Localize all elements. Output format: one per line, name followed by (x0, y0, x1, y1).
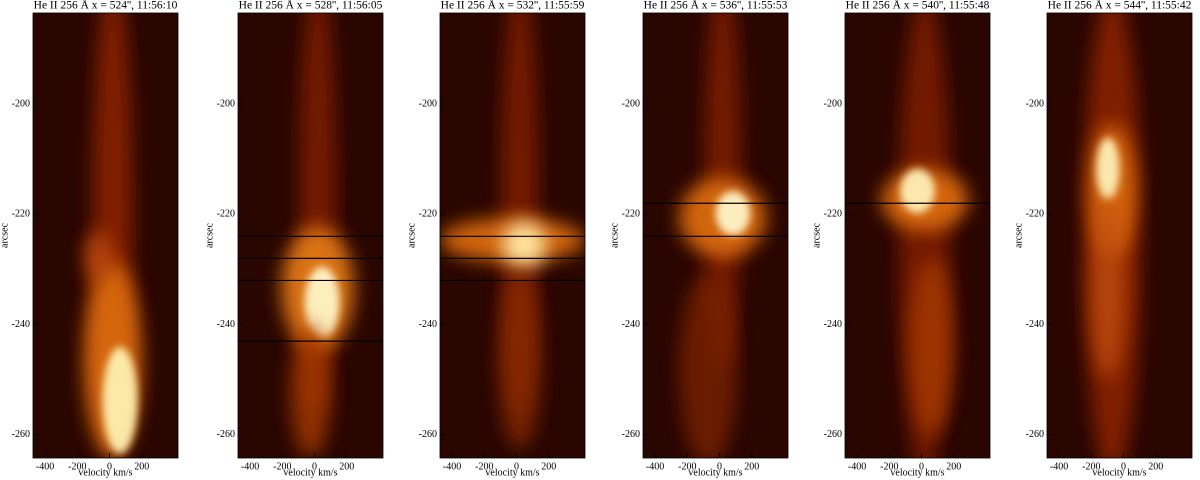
y-tick-label: -260 (824, 429, 842, 440)
panel-title: He II 256 Å x = 528'', 11:56:05 (239, 0, 383, 12)
y-axis-label: arcsec (204, 222, 215, 248)
y-tick-label: -260 (12, 429, 30, 440)
y-tick-label: -220 (824, 209, 842, 220)
y-tick-label: -240 (824, 319, 842, 330)
plot-frame (642, 12, 789, 459)
panel-title: He II 256 Å x = 532'', 11:55:59 (441, 0, 585, 12)
y-tick-label: -240 (419, 319, 437, 330)
y-tick-label: -200 (1026, 98, 1044, 109)
x-tick-label: 0 (717, 461, 722, 472)
x-tick-label: -400 (241, 461, 259, 472)
x-tick-label: -200 (880, 461, 898, 472)
y-tick-label: -220 (12, 209, 30, 220)
x-axis-label: velocity km/s (1092, 467, 1146, 478)
y-tick-label: -240 (12, 319, 30, 330)
y-tick-label: -220 (622, 209, 640, 220)
x-tick-label: -400 (848, 461, 866, 472)
intensity-region (1090, 199, 1126, 378)
x-axis-label: velocity km/s (485, 467, 539, 478)
y-tick-label: -260 (622, 429, 640, 440)
y-tick-label: -240 (622, 319, 640, 330)
x-tick-label: 200 (339, 461, 354, 472)
plot-frame (439, 12, 586, 459)
x-tick-label: -200 (68, 461, 86, 472)
y-tick-label: -220 (1026, 209, 1044, 220)
spectral-image (643, 13, 788, 458)
intensity-region (290, 324, 331, 458)
spectral-image (440, 13, 585, 458)
y-tick-label: -220 (217, 209, 235, 220)
panel-title: He II 256 Å x = 544'', 11:55:42 (1048, 0, 1192, 12)
x-axis-label: velocity km/s (688, 467, 742, 478)
y-axis-label: arcsec (609, 222, 620, 248)
intensity-region (502, 222, 546, 267)
x-tick-label: -400 (646, 461, 664, 472)
plot-frame (32, 12, 179, 459)
x-tick-label: -200 (1082, 461, 1100, 472)
y-tick-label: -200 (824, 98, 842, 109)
x-tick-label: 200 (541, 461, 556, 472)
panel: He II 256 Å x = 544'', 11:55:42 -400 -200 0… (1013, 0, 1193, 478)
x-tick-label: 0 (514, 461, 519, 472)
x-tick-label: -400 (1050, 461, 1068, 472)
panel-title: He II 256 Å x = 524'', 11:56:10 (34, 0, 178, 12)
x-tick-label: -200 (678, 461, 696, 472)
y-tick-label: -200 (622, 98, 640, 109)
intensity-region (83, 231, 113, 285)
intensity-region (910, 257, 954, 436)
panel: He II 256 Å x = 532'', 11:55:59 -400 -200 0… (406, 0, 586, 478)
x-axis-label: velocity km/s (78, 467, 132, 478)
x-tick-label: 200 (744, 461, 759, 472)
x-tick-label: 0 (107, 461, 112, 472)
intensity-region (498, 271, 542, 450)
intensity-region (715, 191, 751, 236)
x-axis-label: velocity km/s (890, 467, 944, 478)
y-axis-label: arcsec (811, 222, 822, 248)
plot-frame (237, 12, 384, 459)
x-tick-label: -400 (36, 461, 54, 472)
panel: He II 256 Å x = 524'', 11:56:10 -400 -200 0… (0, 0, 179, 478)
spectral-image (845, 13, 990, 458)
y-tick-label: -260 (1026, 429, 1044, 440)
y-tick-label: -220 (419, 209, 437, 220)
x-tick-label: -200 (475, 461, 493, 472)
y-axis-label: arcsec (406, 222, 417, 248)
y-tick-label: -200 (419, 98, 437, 109)
y-tick-label: -260 (419, 429, 437, 440)
y-tick-label: -240 (1026, 319, 1044, 330)
y-axis-label: arcsec (0, 222, 10, 248)
y-tick-label: -200 (12, 98, 30, 109)
x-tick-label: 0 (1121, 461, 1126, 472)
x-tick-label: -400 (443, 461, 461, 472)
x-tick-label: 200 (946, 461, 961, 472)
x-tick-label: 200 (1148, 461, 1163, 472)
x-tick-label: 200 (134, 461, 149, 472)
x-tick-label: 0 (312, 461, 317, 472)
panel-title: He II 256 Å x = 536'', 11:55:53 (644, 0, 788, 12)
intensity-region (1096, 137, 1120, 200)
intensity-region (102, 346, 138, 454)
spectral-image (33, 13, 178, 458)
spectral-image (238, 13, 383, 458)
plot-frame (1046, 12, 1193, 459)
panel: He II 256 Å x = 540'', 11:55:48 -400 -200 0… (811, 0, 991, 478)
spectral-image (1047, 13, 1192, 458)
x-tick-label: -200 (273, 461, 291, 472)
y-tick-label: -240 (217, 319, 235, 330)
x-tick-label: 0 (919, 461, 924, 472)
intensity-region (900, 168, 935, 214)
y-tick-label: -200 (217, 98, 235, 109)
panel: He II 256 Å x = 528'', 11:56:05 -400 -200 0… (204, 0, 384, 478)
panel: He II 256 Å x = 536'', 11:55:53 -400 -200 0… (609, 0, 789, 478)
intensity-region (679, 271, 738, 458)
panel-title: He II 256 Å x = 540'', 11:55:48 (846, 0, 990, 12)
y-axis-label: arcsec (1013, 222, 1024, 248)
plot-frame (844, 12, 991, 459)
x-axis-label: velocity km/s (283, 467, 337, 478)
intensity-region (304, 266, 340, 338)
y-tick-label: -260 (217, 429, 235, 440)
